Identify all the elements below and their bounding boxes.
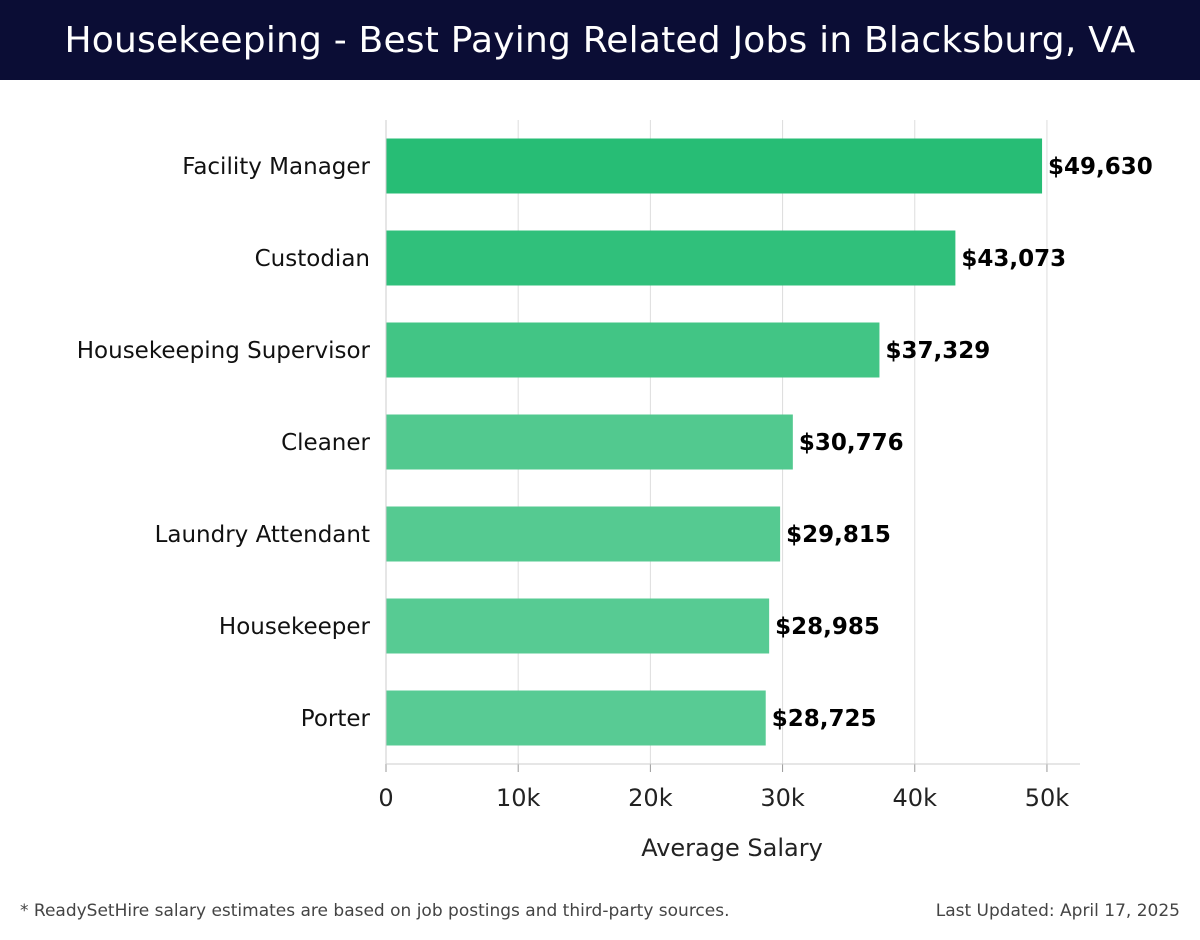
category-label: Custodian: [255, 246, 370, 272]
category-label: Housekeeper: [219, 614, 371, 640]
category-label: Porter: [301, 706, 371, 732]
bar-chart: Facility Manager $49,630 Custodian $43,073 H…: [77, 120, 1153, 862]
category-label: Cleaner: [281, 430, 370, 456]
value-label: $29,815: [786, 522, 891, 548]
chart-title: Housekeeping - Best Paying Related Jobs …: [64, 19, 1136, 61]
x-axis: 0 10k 20k 30k 40k 50k: [378, 120, 1080, 812]
category-label: Housekeeping Supervisor: [77, 338, 371, 364]
last-updated: Last Updated: April 17, 2025: [935, 901, 1180, 921]
value-label: $43,073: [961, 246, 1066, 272]
x-axis-label: Average Salary: [641, 834, 823, 862]
footnote: * ReadySetHire salary estimates are base…: [20, 901, 730, 921]
value-label: $28,725: [772, 706, 877, 732]
category-label: Facility Manager: [182, 154, 370, 180]
value-label: $28,985: [775, 614, 880, 640]
bar: [386, 138, 1043, 194]
chart-header: Housekeeping - Best Paying Related Jobs …: [0, 0, 1200, 80]
x-tick-label: 20k: [628, 784, 673, 812]
bars: Facility Manager $49,630 Custodian $43,073 H…: [77, 138, 1153, 746]
bar: [386, 414, 793, 470]
bar: [386, 506, 781, 562]
x-tick-label: 0: [378, 784, 393, 812]
x-tick-label: 40k: [893, 784, 938, 812]
x-tick-label: 50k: [1025, 784, 1070, 812]
x-tick-label: 10k: [496, 784, 541, 812]
value-label: $30,776: [799, 430, 904, 456]
bar: [386, 322, 880, 378]
value-label: $49,630: [1048, 154, 1153, 180]
value-label: $37,329: [885, 338, 990, 364]
bar: [386, 690, 766, 746]
category-label: Laundry Attendant: [155, 522, 370, 548]
x-tick-label: 30k: [760, 784, 805, 812]
bar: [386, 230, 956, 286]
bar: [386, 598, 770, 654]
